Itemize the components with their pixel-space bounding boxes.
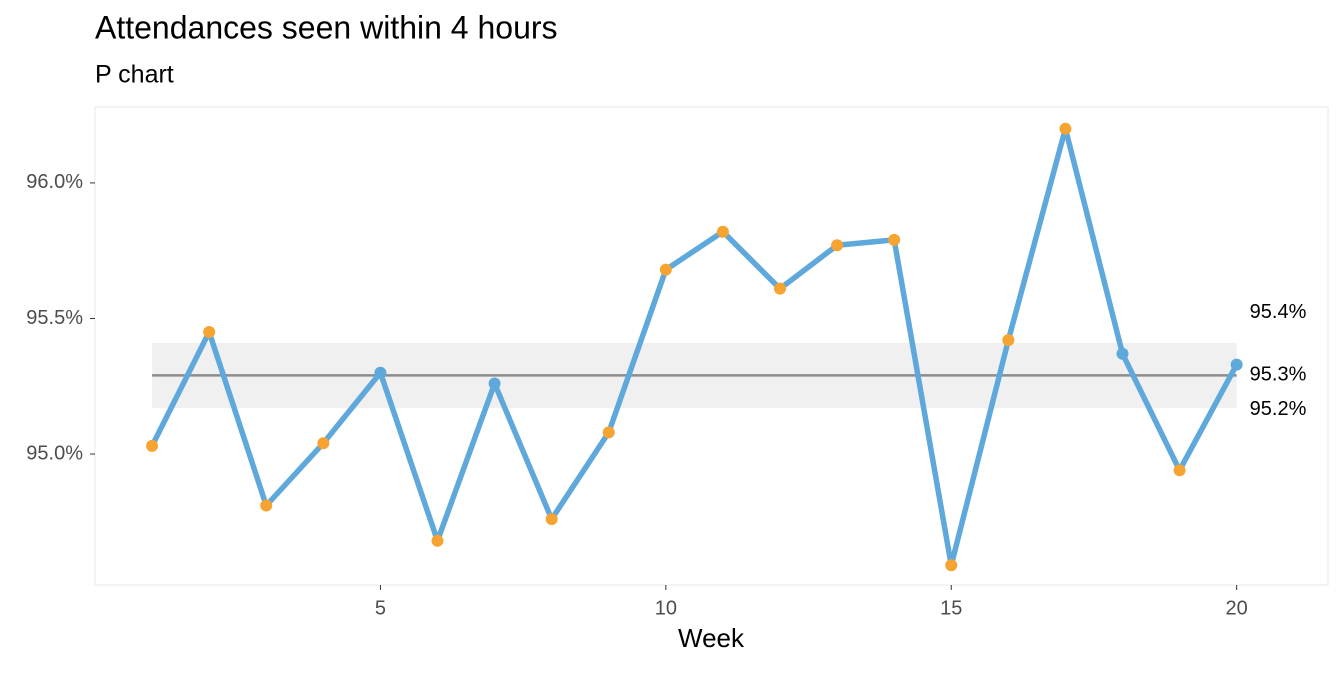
data-point <box>146 439 159 452</box>
data-point <box>317 437 330 450</box>
data-point <box>374 366 387 379</box>
y-tick-label: 96.0% <box>26 171 83 193</box>
data-point <box>945 559 958 572</box>
chart-title: Attendances seen within 4 hours <box>95 9 558 45</box>
data-point <box>602 426 615 439</box>
data-point <box>831 239 844 252</box>
x-tick-label: 15 <box>940 597 962 619</box>
data-point <box>545 513 558 526</box>
chart-subtitle: P chart <box>95 61 174 89</box>
data-point <box>1116 347 1129 360</box>
y-tick-label: 95.0% <box>26 442 83 464</box>
limit-label: 95.4% <box>1250 301 1307 323</box>
data-point <box>774 282 786 295</box>
data-point <box>431 534 444 547</box>
limit-label: 95.2% <box>1250 398 1307 420</box>
data-point <box>659 263 672 276</box>
x-axis-label: Week <box>678 623 745 653</box>
data-point <box>260 499 273 512</box>
data-point <box>1230 358 1243 371</box>
data-point <box>1059 122 1072 135</box>
x-tick-label: 20 <box>1226 597 1248 619</box>
data-point <box>888 233 901 246</box>
y-tick-label: 95.5% <box>26 307 83 329</box>
data-point <box>1173 464 1186 477</box>
data-point <box>1002 334 1015 347</box>
data-point <box>203 326 216 339</box>
panel-border <box>94 106 1329 586</box>
x-tick-label: 10 <box>655 597 677 619</box>
limit-label: 95.3% <box>1250 364 1307 386</box>
data-point <box>716 225 729 238</box>
data-point <box>488 377 501 390</box>
series-line <box>149 125 1240 568</box>
x-tick-label: 5 <box>375 597 386 619</box>
